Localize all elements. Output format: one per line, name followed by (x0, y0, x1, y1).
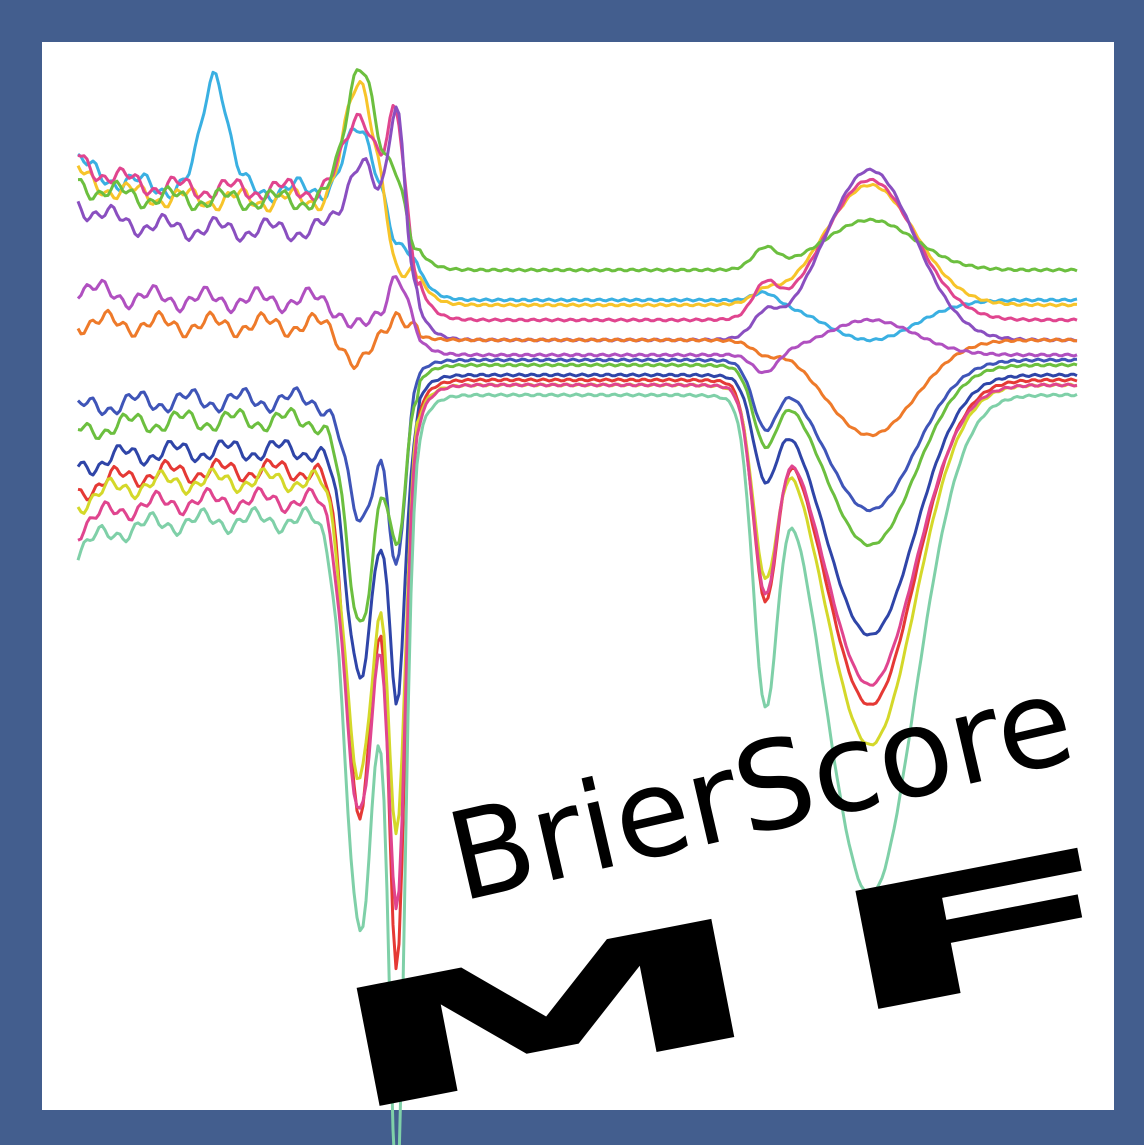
spectra (76, 68, 1078, 1145)
spectrum-line (77, 362, 1078, 623)
spectrum-line (76, 392, 1078, 1145)
spectrum-line (77, 68, 1078, 273)
spectrum-line (76, 275, 1078, 375)
spectrum-line (76, 308, 1078, 438)
spectrum-line (76, 372, 1078, 706)
spectrum-line (76, 357, 1078, 566)
spectrum-line (77, 382, 1078, 911)
spectrum-line (77, 377, 1078, 971)
spectrum-line (77, 70, 1078, 343)
